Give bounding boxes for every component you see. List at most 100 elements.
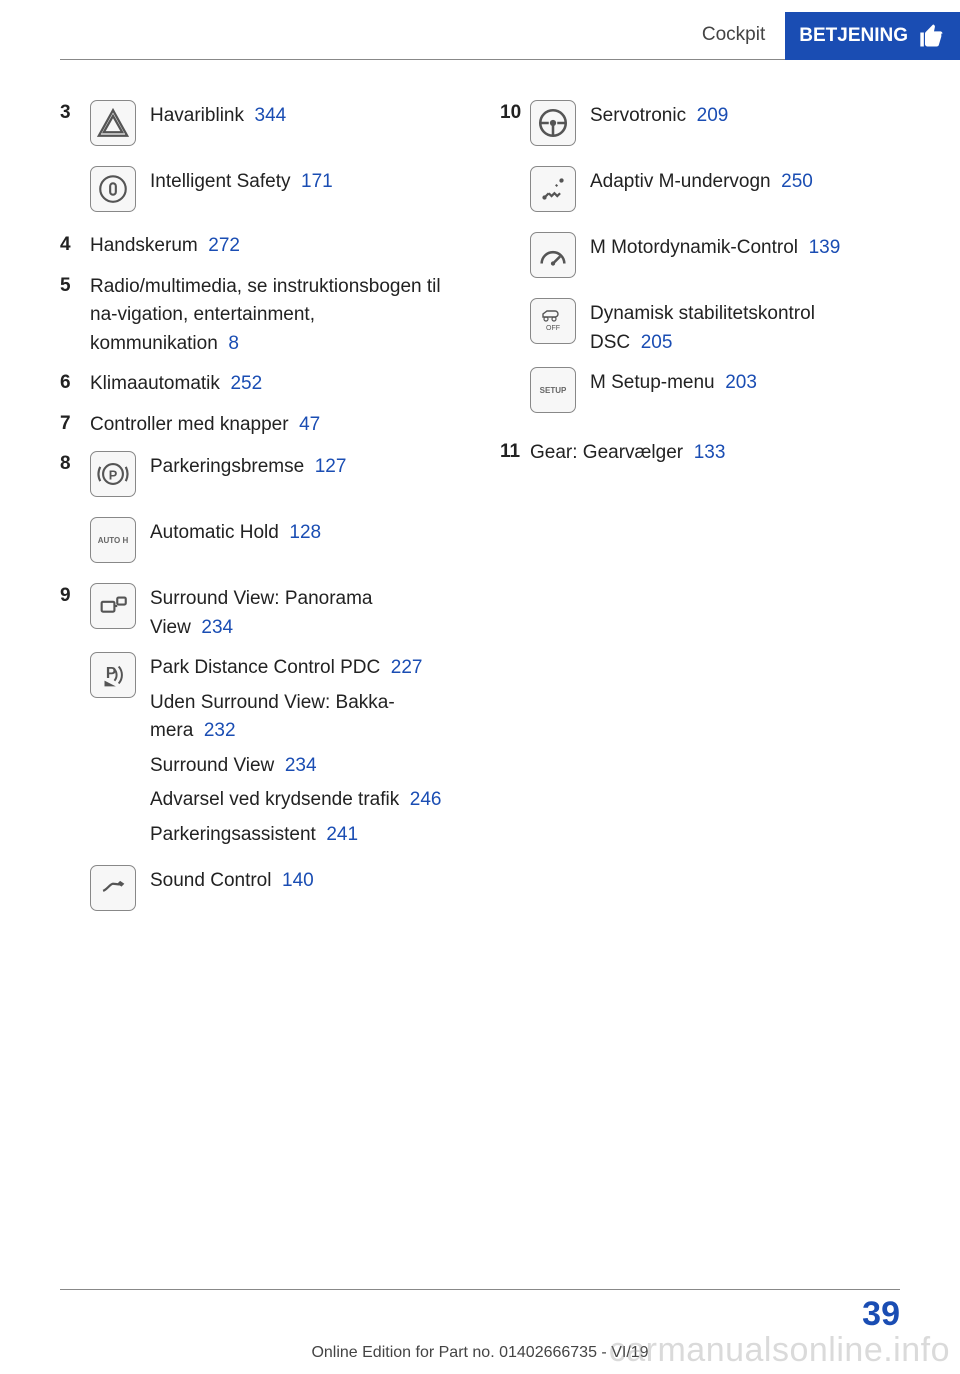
item-number: 9 xyxy=(60,583,90,610)
page-ref[interactable]: 344 xyxy=(255,105,287,126)
label: Surround View: Panorama View xyxy=(150,588,373,638)
sound-control-icon xyxy=(90,865,136,911)
label: Gear: Gearvælger xyxy=(530,442,683,463)
item-9b: P Park Distance Control PDC 227 Uden Sur… xyxy=(60,652,460,861)
label: Klimaautomatik xyxy=(90,373,220,394)
page-ref[interactable]: 133 xyxy=(694,442,726,463)
label: M Motordynamik-Control xyxy=(590,237,798,258)
svg-text:P: P xyxy=(109,468,118,483)
page-ref[interactable]: 127 xyxy=(315,456,347,477)
footer-rule xyxy=(60,1289,900,1290)
label: Surround View xyxy=(150,755,274,776)
page-ref[interactable]: 209 xyxy=(697,105,729,126)
item-11: 11 Gear: Gearvælger 133 xyxy=(500,439,900,474)
panorama-view-icon xyxy=(90,583,136,629)
item-10b: Adaptiv M-undervogn 250 xyxy=(500,166,900,228)
item-10a: 10 Servotronic 209 xyxy=(500,100,900,162)
item-10d: OFF Dynamisk stabilitetskontrol DSC 205 xyxy=(500,298,900,363)
item-text: Havariblink 344 xyxy=(150,100,286,137)
icon-label: AUTO H xyxy=(98,536,129,545)
item-5: 5 Radio/multimedia, se instruktionsbogen… xyxy=(60,273,460,365)
page-ref[interactable]: 272 xyxy=(208,235,240,256)
item-number: 8 xyxy=(60,451,90,478)
label: Adaptiv M-undervogn xyxy=(590,171,771,192)
page-ref[interactable]: 232 xyxy=(204,720,236,741)
hazard-triangle-icon xyxy=(90,100,136,146)
item-text: Radio/multimedia, se instruktionsbogen t… xyxy=(90,273,460,365)
item-text: Servotronic 209 xyxy=(590,100,728,137)
label: Parkeringsbremse xyxy=(150,456,304,477)
item-text: M Setup-menu 203 xyxy=(590,367,757,404)
page-ref[interactable]: 241 xyxy=(326,824,358,845)
content-area: 3 Havariblink 344 Intelligent Safety 171… xyxy=(0,60,960,931)
item-3a: 3 Havariblink 344 xyxy=(60,100,460,162)
item-text: Surround View: Panorama View 234 xyxy=(150,583,460,648)
suspension-icon xyxy=(530,166,576,212)
item-number: 4 xyxy=(60,232,90,259)
label: Handskerum xyxy=(90,235,198,256)
item-9a: 9 Surround View: Panorama View 234 xyxy=(60,583,460,648)
page-ref[interactable]: 8 xyxy=(228,333,239,354)
page-ref[interactable]: 171 xyxy=(301,171,333,192)
item-text: Sound Control 140 xyxy=(150,865,314,902)
steering-wheel-icon xyxy=(530,100,576,146)
label: Radio/multimedia, se instruktionsbogen t… xyxy=(90,276,441,354)
item-number: 10 xyxy=(500,100,530,127)
item-number: 5 xyxy=(60,273,90,300)
label: Servotronic xyxy=(590,105,686,126)
label: Uden Surround View: Bakka‐mera xyxy=(150,692,395,742)
item-text: Controller med knapper 47 xyxy=(90,411,320,446)
item-number: 6 xyxy=(60,370,90,397)
item-8b: AUTO H Automatic Hold 128 xyxy=(60,517,460,579)
page-ref[interactable]: 47 xyxy=(299,414,320,435)
item-8a: 8 P Parkeringsbremse 127 xyxy=(60,451,460,513)
item-text: M Motordynamik-Control 139 xyxy=(590,232,840,269)
gauge-icon xyxy=(530,232,576,278)
page-ref[interactable]: 234 xyxy=(201,617,233,638)
label: Automatic Hold xyxy=(150,522,279,543)
page-ref[interactable]: 250 xyxy=(781,171,813,192)
label: Controller med knapper xyxy=(90,414,289,435)
right-column: 10 Servotronic 209 Adaptiv M-undervogn 2… xyxy=(500,100,900,931)
label: Park Distance Control PDC xyxy=(150,657,380,678)
item-text: Adaptiv M-undervogn 250 xyxy=(590,166,813,203)
item-text: Park Distance Control PDC 227 Uden Surro… xyxy=(150,652,460,861)
header-category: BETJENING xyxy=(785,12,960,60)
item-text: Klimaautomatik 252 xyxy=(90,370,262,405)
page-ref[interactable]: 128 xyxy=(289,522,321,543)
page-ref[interactable]: 246 xyxy=(410,789,442,810)
page-ref[interactable]: 140 xyxy=(282,870,314,891)
page-ref[interactable]: 234 xyxy=(285,755,317,776)
item-text: Gear: Gearvælger 133 xyxy=(530,439,725,474)
page-ref[interactable]: 227 xyxy=(391,657,423,678)
label: Havariblink xyxy=(150,105,244,126)
item-4: 4 Handskerum 272 xyxy=(60,232,460,267)
item-text: Handskerum 272 xyxy=(90,232,240,267)
page-header: Cockpit BETJENING xyxy=(60,12,960,60)
page-ref[interactable]: 252 xyxy=(230,373,262,394)
item-number: 3 xyxy=(60,100,90,127)
page-ref[interactable]: 139 xyxy=(809,237,841,258)
item-7: 7 Controller med knapper 47 xyxy=(60,411,460,446)
setup-icon: SETUP xyxy=(530,367,576,413)
item-number: 7 xyxy=(60,411,90,438)
label: Dynamisk stabilitetskontrol DSC xyxy=(590,303,815,353)
page-number: 39 xyxy=(862,1295,900,1334)
item-text: Intelligent Safety 171 xyxy=(150,166,333,203)
item-10c: M Motordynamik-Control 139 xyxy=(500,232,900,294)
intelligent-safety-icon xyxy=(90,166,136,212)
item-text: Automatic Hold 128 xyxy=(150,517,321,554)
parking-brake-icon: P xyxy=(90,451,136,497)
svg-text:OFF: OFF xyxy=(546,325,560,332)
icon-label: SETUP xyxy=(540,386,567,395)
item-number: 11 xyxy=(500,439,530,466)
item-10e: SETUP M Setup-menu 203 xyxy=(500,367,900,429)
watermark: carmanualsonline.info xyxy=(609,1331,950,1370)
dsc-off-icon: OFF xyxy=(530,298,576,344)
page-ref[interactable]: 203 xyxy=(725,372,757,393)
page-ref[interactable]: 205 xyxy=(641,332,673,353)
item-text: Parkeringsbremse 127 xyxy=(150,451,346,488)
pdc-icon: P xyxy=(90,652,136,698)
thumb-index-icon xyxy=(918,22,946,50)
header-category-label: BETJENING xyxy=(799,25,908,47)
